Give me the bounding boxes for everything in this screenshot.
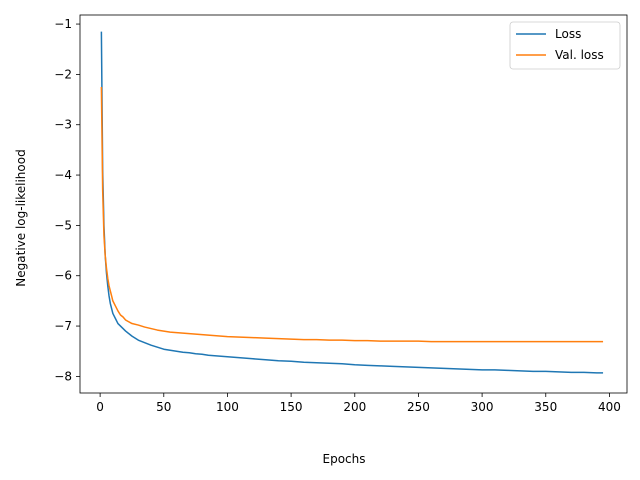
legend-label-loss: Loss <box>555 27 581 41</box>
x-tick-label: 350 <box>534 400 557 414</box>
series-line-loss <box>100 31 604 374</box>
x-tick-label: 250 <box>407 400 430 414</box>
x-tick-label: 400 <box>598 400 621 414</box>
x-axis-ticks: 0 50 100 150 200 250 300 350 400 <box>96 393 621 414</box>
plot-frame <box>79 14 628 394</box>
y-tick-label: −7 <box>54 319 72 333</box>
y-tick-label: −1 <box>54 17 72 31</box>
x-tick-label: 100 <box>216 400 239 414</box>
x-tick-label: 200 <box>343 400 366 414</box>
y-axis-title: Negative log-likelihood <box>14 149 28 286</box>
y-tick-label: −5 <box>54 218 72 232</box>
y-tick-label: −8 <box>54 369 72 383</box>
plot-background <box>80 15 627 393</box>
series-layer <box>100 31 604 374</box>
y-axis-ticks: −8 −7 −6 −5 −4 −3 −2 −1 <box>54 17 80 383</box>
x-tick-label: 50 <box>156 400 171 414</box>
x-axis-title: Epochs <box>323 452 366 466</box>
x-tick-label: 150 <box>280 400 303 414</box>
legend-label-val-loss: Val. loss <box>555 48 604 62</box>
x-tick-label: 300 <box>471 400 494 414</box>
y-tick-label: −3 <box>54 118 72 132</box>
y-tick-label: −2 <box>54 67 72 81</box>
series-line-val-loss <box>100 86 604 343</box>
y-tick-label: −4 <box>54 168 72 182</box>
x-tick-label: 0 <box>96 400 104 414</box>
y-tick-label: −6 <box>54 269 72 283</box>
legend: Loss Val. loss <box>509 21 621 70</box>
